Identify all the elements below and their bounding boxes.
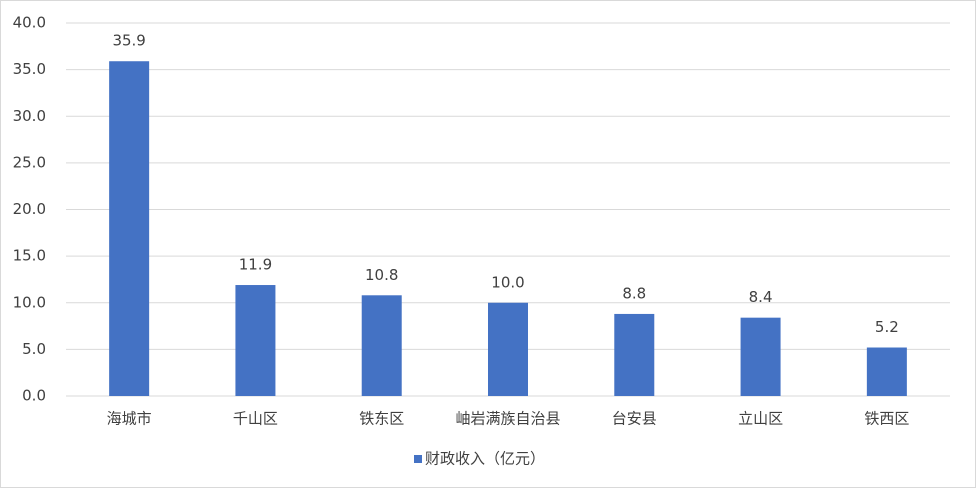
- x-tick-label: 台安县: [612, 410, 657, 428]
- x-tick-label: 岫岩满族自治县: [455, 410, 560, 428]
- data-label: 10.0: [491, 273, 524, 291]
- legend-label: 财政收入（亿元）: [425, 450, 545, 468]
- data-label: 11.9: [239, 256, 272, 274]
- bar: [235, 285, 276, 396]
- y-tick-label: 15.0: [13, 247, 46, 265]
- data-label: 35.9: [112, 32, 145, 50]
- bar: [109, 61, 150, 397]
- data-label: 8.8: [622, 284, 646, 302]
- x-tick-label: 铁西区: [864, 410, 909, 428]
- legend-swatch: [414, 455, 422, 463]
- data-label: 5.2: [875, 318, 899, 336]
- y-tick-label: 20.0: [13, 200, 46, 218]
- bar: [614, 313, 655, 396]
- y-tick-label: 30.0: [13, 107, 46, 125]
- y-tick-label: 10.0: [13, 293, 46, 311]
- y-tick-label: 5.0: [22, 340, 46, 358]
- y-tick-label: 35.0: [13, 60, 46, 78]
- x-tick-label: 立山区: [738, 410, 783, 428]
- bar: [740, 317, 781, 396]
- bar: [361, 295, 402, 396]
- x-tick-label: 铁东区: [359, 410, 404, 428]
- y-tick-label: 40.0: [13, 14, 46, 32]
- bar: [866, 347, 907, 396]
- bar: [488, 302, 528, 396]
- y-tick-label: 25.0: [13, 153, 46, 171]
- x-tick-label: 千山区: [233, 410, 278, 428]
- data-label: 8.4: [749, 288, 773, 306]
- data-label: 10.8: [365, 266, 398, 284]
- y-tick-label: 0.0: [22, 387, 46, 405]
- x-tick-label: 海城市: [107, 410, 152, 428]
